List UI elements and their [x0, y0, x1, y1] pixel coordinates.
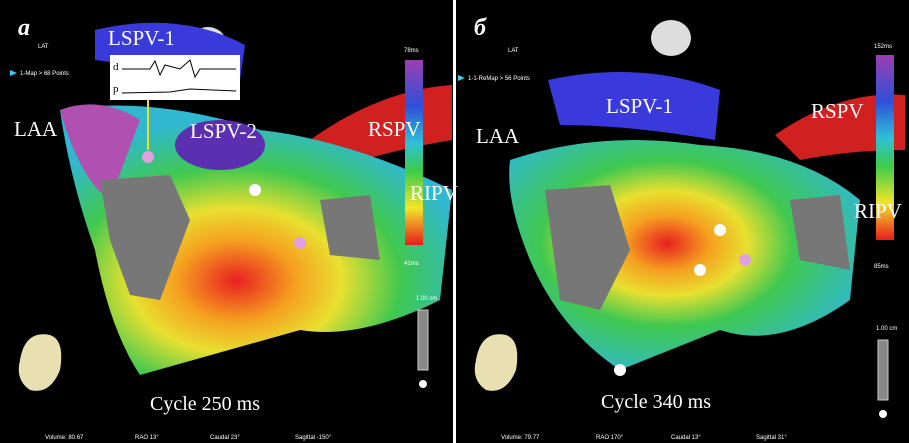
color-bar-min: 85ms [874, 264, 889, 270]
vein-label: RSPV [811, 99, 864, 123]
scale-dot [879, 410, 887, 418]
scale-bar [418, 310, 428, 370]
vein-label: LSPV-1 [108, 26, 175, 50]
map-type: LAT [508, 48, 519, 54]
scale-dot [419, 380, 427, 388]
footer-info: Caudal 23° [210, 435, 240, 441]
egm-label: p [113, 83, 119, 95]
map-type: LAT [38, 44, 49, 50]
egm-label: d [113, 61, 119, 73]
map-name: 1-Map > 68 Points [20, 71, 69, 77]
scale-label: 1.00 cm [416, 296, 437, 302]
color-bar-max: 152ms [874, 44, 892, 50]
color-bar-min: 41ms [404, 261, 419, 267]
divider [453, 0, 456, 443]
map-name: 1-1-ReMap > 56 Points [468, 76, 530, 82]
vein-label: RIPV [410, 181, 458, 205]
color-bar-max: 78ms [404, 48, 419, 54]
footer-info: Caudal 13° [671, 435, 701, 441]
figure: а LAT 1-Map > 68 Points 78ms 41ms LSPV-1 LSPV-… [0, 0, 909, 443]
footer-info: RAO 13° [135, 435, 159, 441]
footer-info: RAO 170° [596, 435, 624, 441]
cycle-label: Cycle 340 ms [601, 391, 711, 413]
vein-label: LSPV-1 [606, 94, 673, 118]
panel-label: а [18, 15, 30, 41]
vein-label: RIPV [854, 199, 902, 223]
vein-label: LAA [476, 124, 520, 148]
footer-info: Sagittal 31° [756, 435, 787, 441]
footer-info: Volume: 80.67 [45, 435, 84, 441]
scale-bar [878, 340, 888, 400]
footer-info: Volume: 79.77 [501, 435, 540, 441]
vein-label: LSPV-2 [190, 119, 257, 143]
scale-label: 1.00 cm [876, 326, 897, 332]
vein-label: LAA [14, 117, 58, 141]
footer-info: Sagittal -150° [295, 435, 332, 441]
vein-label: RSPV [368, 117, 421, 141]
color-bar [405, 60, 423, 245]
cycle-label: Cycle 250 ms [150, 393, 260, 415]
panel-label: б [474, 15, 487, 41]
